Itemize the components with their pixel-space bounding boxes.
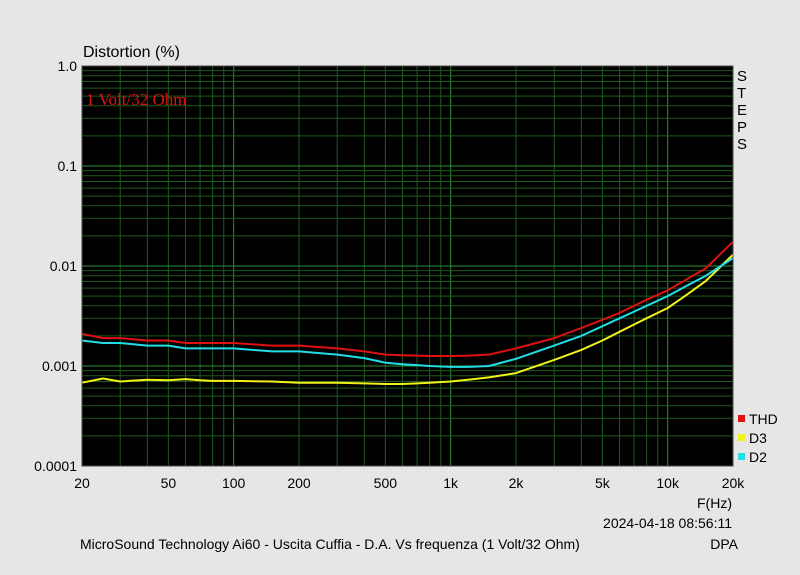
legend-swatch-thd: [738, 415, 745, 422]
y-tick-label: 0.1: [58, 158, 78, 174]
y-tick-labels: 1.0 0.1 0.01 0.001 0.0001: [34, 58, 77, 474]
side-label-char: P: [737, 119, 747, 136]
x-tick-label: 2k: [509, 475, 525, 491]
plot-annotation: 1 Volt/32 Ohm: [86, 90, 186, 109]
x-tick-label: 1k: [443, 475, 459, 491]
y-tick-label: 0.001: [42, 358, 77, 374]
footer-right-label: DPA: [710, 536, 738, 552]
side-label-char: T: [737, 85, 746, 102]
side-label-char: S: [737, 68, 747, 85]
x-tick-label: 100: [222, 475, 246, 491]
x-tick-label: 20k: [722, 475, 746, 491]
y-tick-label: 1.0: [58, 58, 78, 74]
legend-label-d3: D3: [749, 430, 767, 446]
x-tick-label: 500: [374, 475, 398, 491]
plot-frame: [81, 65, 734, 467]
y-tick-label: 0.0001: [34, 458, 77, 474]
footer-caption: MicroSound Technology Ai60 - Uscita Cuff…: [80, 536, 580, 552]
timestamp: 2024-04-18 08:56:11: [603, 515, 732, 531]
series-lines: [81, 240, 734, 385]
legend-label-thd: THD: [749, 411, 778, 427]
x-tick-label: 10k: [656, 475, 680, 491]
x-tick-label: 5k: [595, 475, 611, 491]
y-tick-label: 0.01: [50, 258, 77, 274]
grid-lines: [82, 66, 733, 466]
legend-swatch-d2: [738, 453, 745, 460]
series-line-d2: [81, 257, 734, 368]
legend-label-d2: D2: [749, 449, 767, 465]
x-tick-label: 200: [287, 475, 311, 491]
x-axis-label: F(Hz): [697, 495, 732, 511]
side-label-char: S: [737, 136, 747, 153]
series-line-d3: [81, 253, 734, 385]
legend: THD D3 D2: [738, 411, 778, 465]
legend-swatch-d3: [738, 434, 745, 441]
chart-title: Distortion (%): [83, 44, 180, 61]
x-tick-label: 50: [161, 475, 177, 491]
series-line-thd: [81, 240, 734, 357]
x-tick-labels: 20 50 100 200 500 1k 2k 5k 10k 20k: [74, 475, 745, 491]
x-tick-label: 20: [74, 475, 90, 491]
side-label-char: E: [737, 102, 747, 119]
